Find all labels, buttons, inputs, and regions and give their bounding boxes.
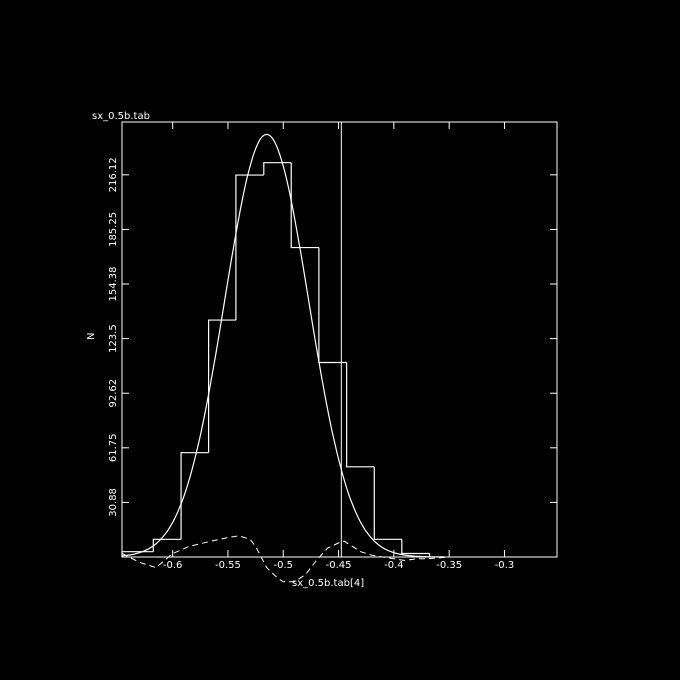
x-tick-label: -0.6 bbox=[163, 560, 183, 571]
plot-frame bbox=[121, 121, 558, 558]
histogram-bin bbox=[346, 362, 375, 468]
histogram-bin bbox=[152, 538, 182, 552]
y-tick-label: 216.12 bbox=[108, 157, 119, 192]
x-axis-label: sx_0.5b.tab[4] bbox=[292, 578, 365, 589]
x-tick-label: -0.45 bbox=[326, 560, 352, 571]
y-tick-label: 185.25 bbox=[108, 212, 119, 247]
histogram-bin bbox=[401, 539, 430, 555]
y-tick-label: 154.38 bbox=[108, 267, 119, 302]
x-tick-label: -0.55 bbox=[215, 560, 241, 571]
residual-dashed-curve bbox=[121, 535, 450, 583]
histogram-bin bbox=[208, 319, 236, 453]
x-tick-label: -0.35 bbox=[436, 560, 462, 571]
histogram-bin bbox=[318, 247, 347, 364]
x-tick-label: -0.3 bbox=[495, 560, 515, 571]
histogram-bin bbox=[373, 466, 402, 540]
x-tick-label: -0.5 bbox=[274, 560, 294, 571]
y-tick-label: 123.5 bbox=[108, 324, 119, 353]
histogram-bin bbox=[263, 162, 292, 176]
y-tick-label: 92.62 bbox=[108, 379, 119, 408]
y-tick-label: 61.75 bbox=[108, 433, 119, 462]
chart-title: sx_0.5b.tab bbox=[92, 111, 150, 122]
y-tick-label: 30.88 bbox=[108, 488, 119, 517]
x-tick-label: -0.4 bbox=[384, 560, 404, 571]
histogram-bin bbox=[235, 174, 264, 321]
y-axis-label: N bbox=[86, 332, 97, 340]
histogram-bin bbox=[290, 162, 319, 249]
histogram-bin bbox=[180, 452, 209, 540]
gaussian-fit-curve bbox=[121, 133, 444, 558]
